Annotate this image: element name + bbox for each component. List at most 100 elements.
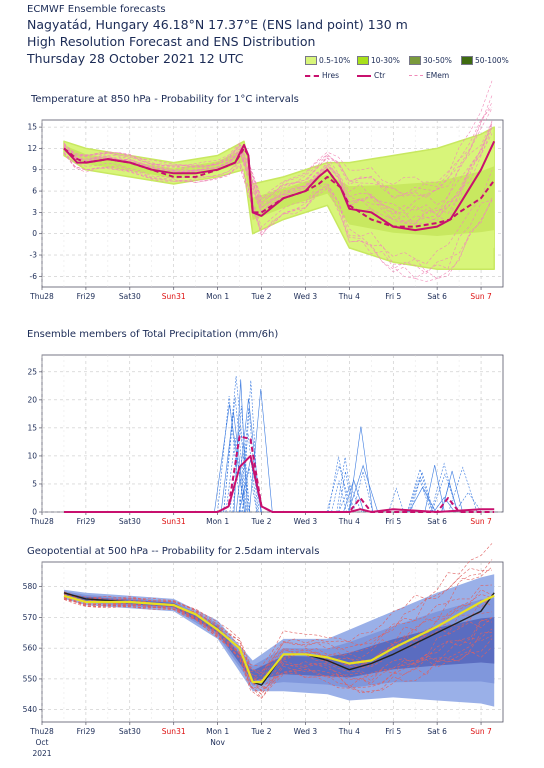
legend: 0.5-10% 10-30% 30-50% 50-100% Hres Ctr E…	[305, 56, 535, 86]
geo-ensemble-member	[63, 599, 493, 695]
temp-xtick-label: Fri 5	[385, 292, 401, 301]
temp-plot-frame	[41, 119, 504, 288]
temp-ensemble-member	[63, 108, 493, 200]
temp-ensemble-member	[63, 106, 493, 204]
precip-ensemble-member	[408, 486, 437, 513]
precip-ensemble-member	[328, 456, 350, 513]
geo-xtick-label: Wed 3	[294, 727, 318, 736]
temp-ensemble-member	[63, 152, 493, 272]
temp-ensemble-member	[63, 121, 493, 212]
precip-ensemble-member	[242, 380, 259, 513]
temp-ytick-label: 12	[27, 144, 37, 153]
geo-ytick-label: 580	[23, 582, 38, 591]
precip-ensemble-member	[241, 467, 258, 513]
geo-ensemble-member	[63, 559, 493, 673]
precip-ensemble-member	[232, 405, 250, 513]
precip-ensemble-member	[326, 464, 353, 513]
temp-xtick-label: Fri29	[77, 292, 96, 301]
temp-xtick-label: Tue 2	[251, 292, 272, 301]
legend-line-ctr: Ctr	[357, 71, 385, 80]
geo-ensemble-member	[63, 596, 493, 684]
precip-ensemble-member	[348, 426, 373, 513]
precip-ensemble-member	[249, 388, 273, 513]
legend-swatch-1	[305, 56, 317, 65]
precip-ensemble-member	[424, 465, 445, 513]
precip-ensemble-member	[454, 491, 482, 513]
header-date: Thursday 28 October 2021 12 UTC	[27, 51, 244, 66]
legend-band-1-label: 0.5-10%	[319, 56, 351, 65]
geo-ensemble-member	[63, 597, 493, 695]
precip-xtick-label: Sat30	[119, 517, 141, 526]
temp-ensemble-member	[63, 126, 493, 226]
precip-ytick-label: 0	[32, 508, 37, 517]
geo-ytick-label: 550	[23, 674, 38, 683]
precip-ensemble-member	[336, 457, 354, 513]
legend-swatch-3	[409, 56, 421, 65]
temp-ensemble-member	[63, 123, 493, 216]
legend-line-emem-label: EMem	[426, 71, 450, 80]
legend-band-3-label: 30-50%	[423, 56, 452, 65]
temp-xtick-label: Sun 7	[470, 292, 492, 301]
precip-ensemble-member	[441, 470, 463, 513]
legend-line-hres: Hres	[305, 71, 339, 80]
precip-ensemble-member	[238, 433, 258, 513]
precip-ytick-label: 10	[27, 451, 37, 460]
precip-xtick-label: Thu28	[29, 517, 54, 526]
temp-ytick-label: 9	[32, 165, 37, 174]
geo-probability-band	[64, 591, 495, 689]
precip-ensemble-member	[388, 487, 405, 513]
precip-ensemble-member	[217, 395, 241, 513]
legend-line-ctr-label: Ctr	[374, 71, 386, 80]
geo-ensemble-member	[63, 566, 493, 676]
temp-ensemble-member	[63, 95, 493, 204]
precip-ensemble-member	[338, 471, 353, 513]
precip-ensemble-member	[239, 459, 262, 513]
geo-xtick-label: Thu 4	[338, 727, 360, 736]
precip-ytick-label: 5	[32, 479, 37, 488]
legend-band-3: 30-50%	[409, 56, 452, 65]
precip-series-ctr	[64, 454, 495, 513]
geo-ensemble-member	[63, 593, 493, 681]
legend-swatch-2	[357, 56, 369, 65]
geopotential-chart-title: Geopotential at 500 hPa -- Probability f…	[27, 546, 320, 557]
precip-xtick-label: Fri 5	[385, 517, 401, 526]
precip-ensemble-member	[233, 379, 248, 513]
geo-ensemble-member	[63, 595, 493, 683]
temp-xtick-label: Thu 4	[338, 292, 360, 301]
precipitation-chart-title: Ensemble members of Total Precipitation …	[27, 329, 279, 340]
geo-plot-frame	[41, 561, 504, 723]
year-label: 2021	[32, 749, 51, 758]
header-location: Nagyatád, Hungary 46.18°N 17.37°E (ENS l…	[27, 17, 408, 32]
temp-xtick-label: Sun31	[162, 292, 186, 301]
precip-ensemble-member	[431, 473, 459, 513]
precip-xtick-label: Wed 3	[294, 517, 318, 526]
precip-ensemble-member	[229, 425, 251, 513]
month-label-nov: Nov	[210, 738, 225, 747]
precip-xtick-label: Sat 6	[427, 517, 447, 526]
precip-ensemble-member	[430, 462, 458, 513]
legend-band-2-label: 10-30%	[371, 56, 400, 65]
precip-xtick-label: Tue 2	[251, 517, 272, 526]
temp-series-hres	[63, 147, 496, 228]
precip-xtick-label: Thu 4	[338, 517, 360, 526]
precip-xtick-label: Sun 7	[470, 517, 492, 526]
geo-ytick-label: 570	[23, 613, 38, 622]
temp-ensemble-member	[63, 133, 493, 222]
temp-xtick-label: Mon 1	[206, 292, 229, 301]
temperature-chart-title: Temperature at 850 hPa - Probability for…	[31, 94, 299, 105]
geo-ensemble-member	[63, 599, 493, 699]
precip-ensemble-member	[352, 471, 373, 513]
precip-ytick-label: 25	[27, 367, 37, 376]
temp-xtick-label: Thu28	[29, 292, 54, 301]
temp-ensemble-member	[63, 153, 493, 279]
precip-ensemble-member	[239, 407, 259, 513]
temp-ensemble-member	[63, 128, 493, 224]
temp-xtick-label: Sat30	[119, 292, 141, 301]
geo-xtick-label: Sun31	[162, 727, 186, 736]
precip-xtick-label: Fri29	[77, 517, 96, 526]
temp-ensemble-member	[63, 125, 493, 224]
temp-ytick-label: 15	[27, 123, 37, 132]
temp-probability-band	[64, 145, 495, 236]
geo-xtick-label: Thu28	[29, 727, 54, 736]
